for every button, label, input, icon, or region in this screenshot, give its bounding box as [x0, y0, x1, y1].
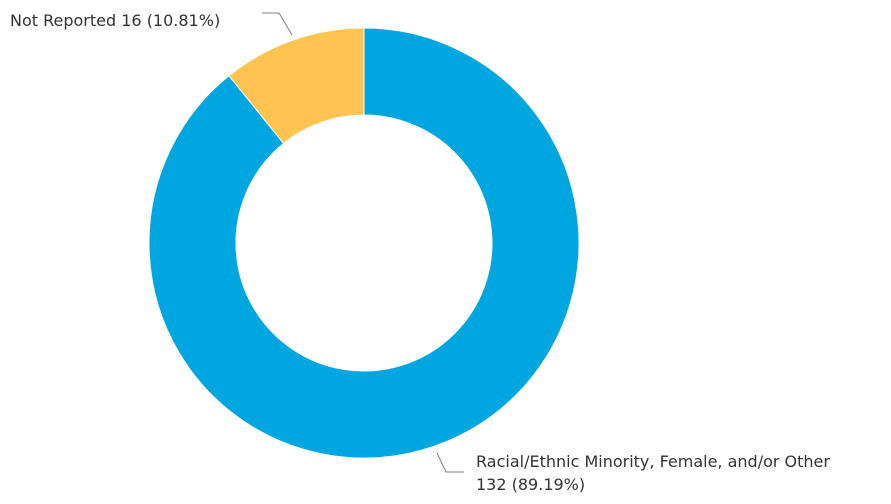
- label-minority-line1: Racial/Ethnic Minority, Female, and/or O…: [476, 452, 830, 471]
- leader-line-minority: [436, 452, 464, 473]
- label-not-reported: Not Reported 16 (10.81%): [10, 11, 220, 30]
- leader-line-not-reported: [262, 12, 293, 36]
- slices-group: [148, 27, 580, 459]
- donut-slice-racial-ethnic-minority-female-and-or-other: [148, 27, 580, 459]
- donut-slice-not-reported: [228, 27, 365, 145]
- label-minority-line2: 132 (89.19%): [476, 475, 585, 494]
